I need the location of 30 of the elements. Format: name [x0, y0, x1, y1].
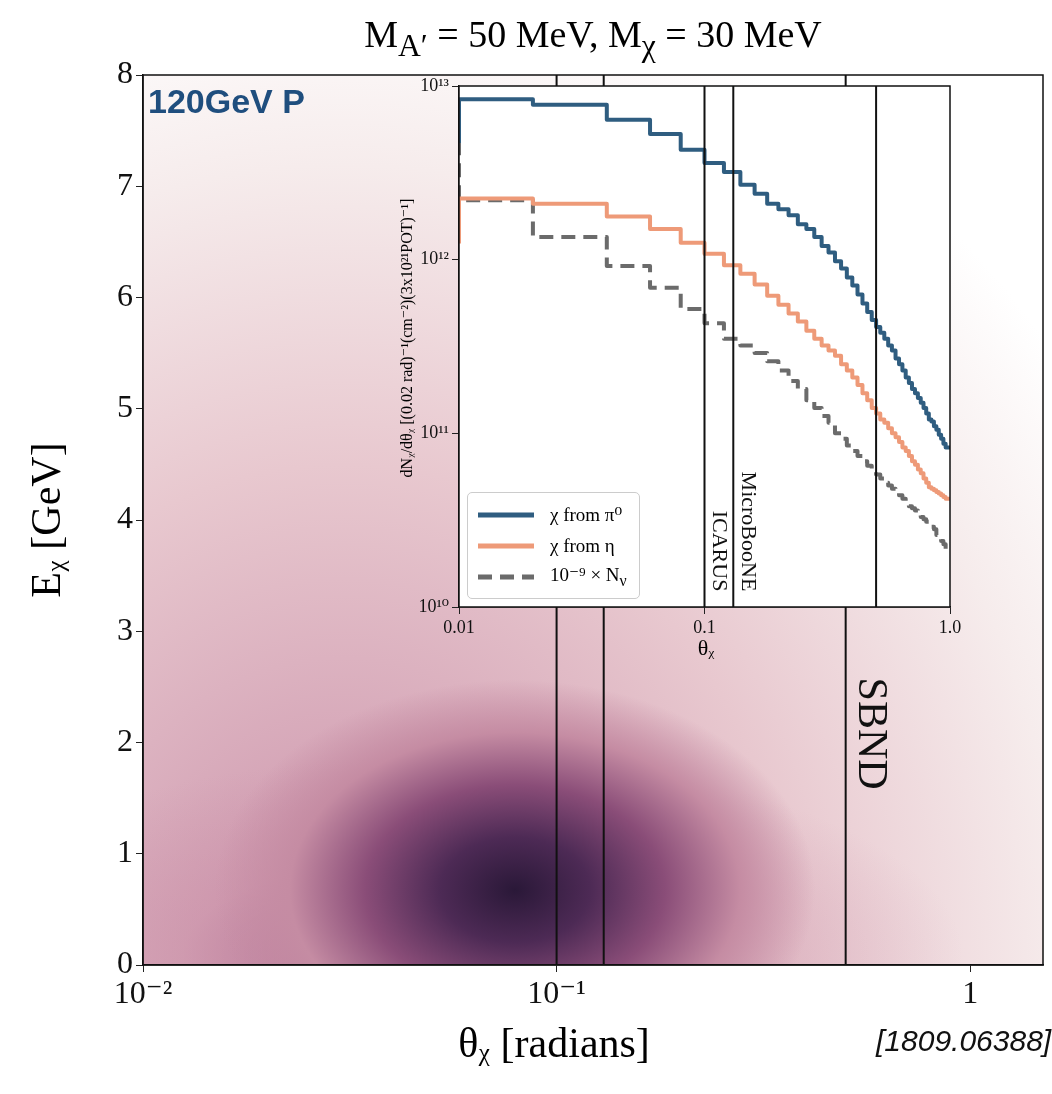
y-tick-label: 2: [117, 721, 133, 758]
y-tick-label: 3: [117, 610, 133, 647]
y-tick-label: 10¹¹: [420, 422, 449, 443]
y-tick-label: 5: [117, 388, 133, 425]
x-axis-title: θᵪ [radians]: [458, 1019, 650, 1067]
x-tick-label: 1.0: [938, 616, 962, 637]
ref-line-label: ICARUS: [707, 510, 733, 592]
x-tick-label: 10⁻¹: [527, 973, 586, 1010]
text: [1809.06388]: [876, 1024, 1052, 1058]
annotation: 120GeV P: [148, 82, 305, 121]
x-tick-label: 0.1: [693, 616, 716, 637]
y-axis-title: dNᵪ/dθᵪ [(0.02 rad)⁻¹(cm⁻²)(3x10²¹POT)⁻¹]: [396, 198, 416, 478]
legend-label: 10⁻⁹ × N$_{ν}$: [550, 563, 627, 590]
y-tick-label: 7: [117, 165, 133, 202]
y-tick-label: 1: [117, 833, 133, 870]
legend-label: χ from π⁰: [550, 503, 623, 526]
y-tick-label: 10¹⁰: [418, 595, 449, 616]
y-tick-label: 6: [117, 276, 133, 313]
x-axis-title: θᵪ: [697, 635, 715, 661]
y-tick-label: 8: [117, 54, 133, 91]
y-tick-label: 4: [117, 499, 133, 536]
chart-title: M$_{A′}$ = 50 MeV, M$_{χ}$ = 30 MeV: [363, 12, 823, 64]
x-tick-label: 1: [962, 973, 979, 1010]
y-axis-title: Eᵪ [GeV]: [22, 442, 70, 598]
legend-label: χ from η: [550, 534, 615, 557]
x-tick-label: 0.01: [443, 616, 475, 637]
ref-line-label: SBND: [849, 677, 896, 790]
y-tick-label: 10¹²: [420, 248, 449, 269]
y-tick-label: 10¹³: [420, 74, 450, 95]
ref-line-label: MicroBooNE: [736, 471, 762, 592]
